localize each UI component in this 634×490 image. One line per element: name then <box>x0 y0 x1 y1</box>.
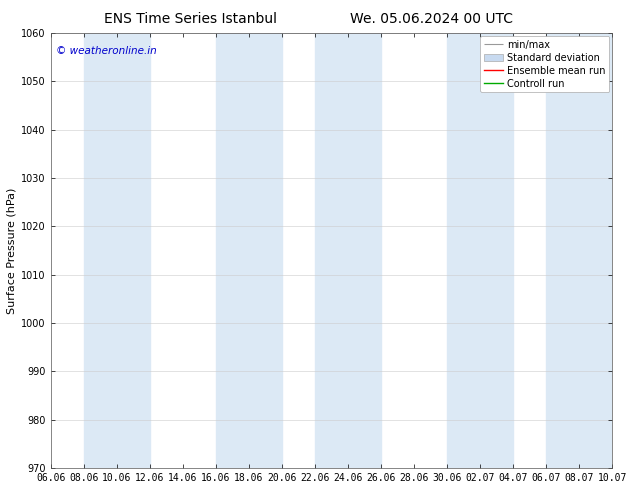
Legend: min/max, Standard deviation, Ensemble mean run, Controll run: min/max, Standard deviation, Ensemble me… <box>480 36 609 93</box>
Text: ENS Time Series Istanbul: ENS Time Series Istanbul <box>104 12 276 26</box>
Bar <box>315 33 381 468</box>
Y-axis label: Surface Pressure (hPa): Surface Pressure (hPa) <box>7 187 17 314</box>
Bar <box>216 33 282 468</box>
Text: © weatheronline.in: © weatheronline.in <box>56 46 157 56</box>
Bar <box>547 33 612 468</box>
Bar <box>84 33 150 468</box>
Bar <box>447 33 514 468</box>
Text: We. 05.06.2024 00 UTC: We. 05.06.2024 00 UTC <box>349 12 513 26</box>
